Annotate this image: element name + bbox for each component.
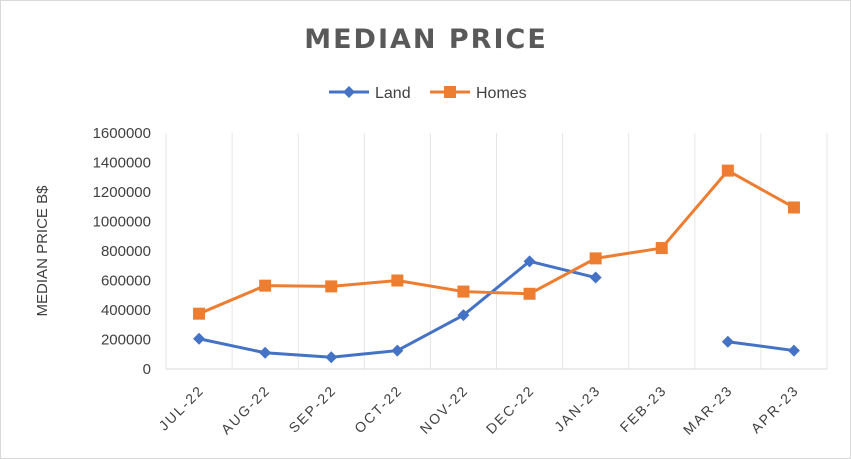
data-point-land: [787, 344, 800, 357]
legend-marker: [444, 86, 456, 98]
gridlines: [165, 133, 828, 370]
data-point-land: [325, 351, 338, 364]
x-tick-label: APR-23: [748, 382, 802, 436]
chart-title: MEDIAN PRICE: [304, 24, 548, 55]
data-point-land: [523, 255, 536, 268]
y-tick-label: 600000: [101, 273, 151, 290]
series-line-homes: [198, 169, 795, 316]
y-axis-title: MEDIAN PRICE B$: [34, 185, 51, 317]
data-point-homes: [325, 280, 338, 293]
y-tick-label: 1000000: [93, 214, 151, 231]
data-point-homes: [391, 274, 404, 287]
y-tick-label: 1400000: [93, 155, 151, 172]
x-tick-label: MAR-23: [680, 382, 736, 438]
data-point-land: [391, 344, 404, 357]
data-point-homes: [787, 201, 800, 214]
data-point-homes: [721, 164, 734, 177]
series-homes: [193, 164, 800, 320]
data-point-land: [589, 271, 602, 284]
x-tick-label: SEP-22: [285, 382, 339, 436]
x-tick-label: JAN-23: [551, 382, 604, 435]
data-point-homes: [259, 279, 272, 292]
x-tick-label: OCT-22: [351, 382, 405, 436]
series-land: [193, 255, 800, 364]
data-point-homes: [589, 252, 602, 265]
y-tick-label: 400000: [101, 302, 151, 319]
y-tick-label: 200000: [101, 332, 151, 349]
legend-label: Homes: [476, 85, 527, 102]
y-tick-label: 800000: [101, 243, 151, 260]
series-line-land: [727, 340, 795, 353]
legend-label: Land: [375, 85, 411, 102]
data-point-land: [193, 332, 206, 345]
y-axis-ticks: 0 200000 400000 600000 800000 1000000 1200000 1…: [93, 125, 151, 378]
data-point-land: [259, 346, 272, 359]
data-point-land: [721, 335, 734, 348]
legend-item-homes: Homes: [430, 85, 527, 102]
y-tick-label: 1600000: [93, 125, 151, 142]
y-tick-label: 0: [143, 361, 151, 378]
x-tick-label: NOV-22: [417, 382, 472, 437]
legend-item-land: Land: [329, 85, 411, 102]
data-point-homes: [523, 287, 536, 300]
y-tick-label: 1200000: [93, 184, 151, 201]
data-point-homes: [193, 307, 206, 320]
x-tick-label: JUL-22: [155, 382, 207, 434]
data-point-homes: [655, 242, 668, 255]
legend: Land Homes: [329, 85, 527, 102]
x-tick-label: FEB-23: [617, 382, 670, 435]
data-point-land: [457, 309, 470, 322]
legend-marker: [343, 86, 355, 98]
x-tick-label: AUG-22: [218, 382, 274, 438]
data-point-homes: [457, 285, 470, 298]
x-axis-ticks: JUL-22 AUG-22 SEP-22 OCT-22 NOV-22 DEC-22 JAN-…: [155, 382, 802, 438]
series-group: [193, 164, 800, 364]
x-tick-label: DEC-22: [483, 382, 538, 437]
